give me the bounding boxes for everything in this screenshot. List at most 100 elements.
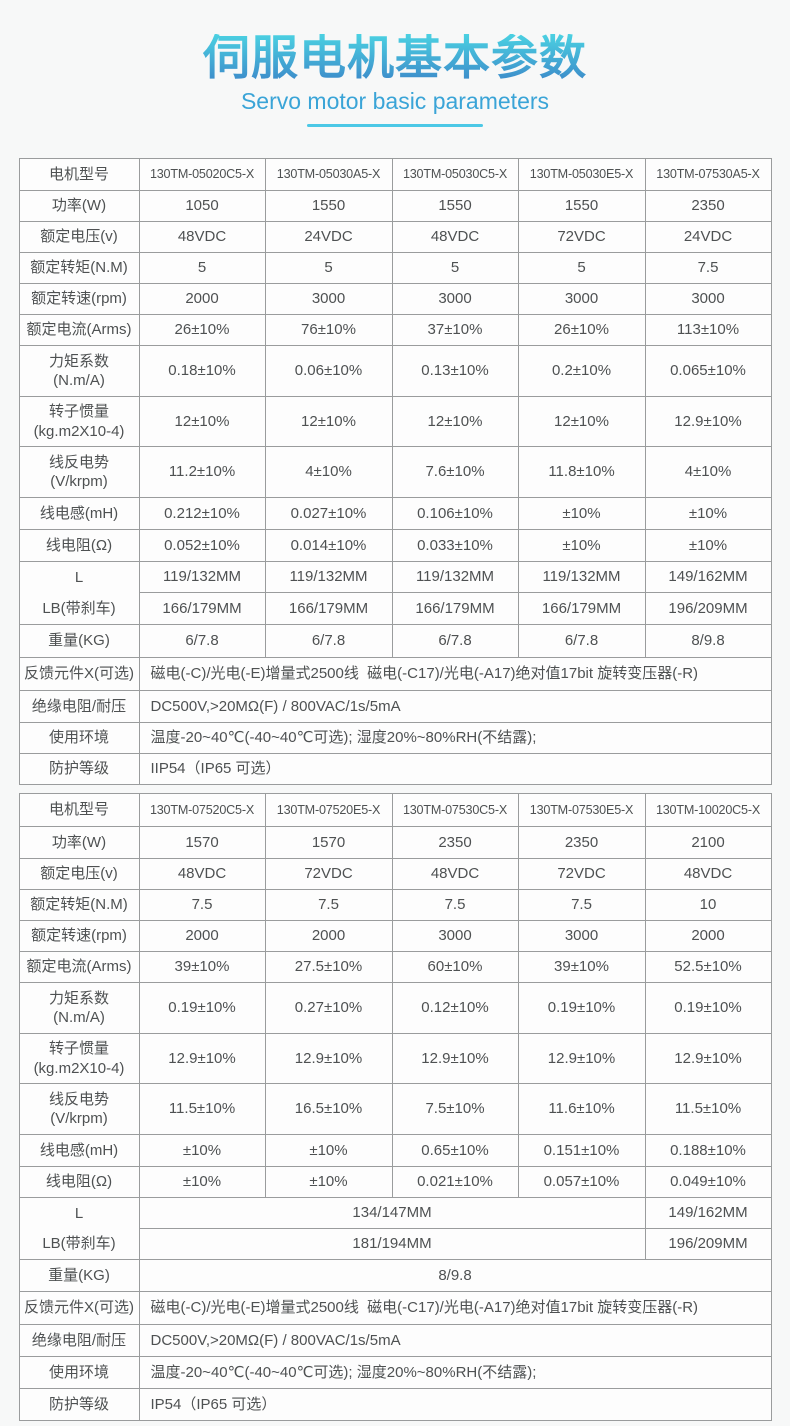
row-label: L LB(带刹车) xyxy=(18,561,140,625)
table-row: 力矩系数 (N.m/A) 0.19±10% 0.27±10% 0.12±10% 0.19±… xyxy=(18,982,772,1034)
spec-value: 0.151±10% xyxy=(517,1134,646,1167)
model-number: 130TM-07530A5-X xyxy=(644,158,772,191)
spec-value: 0.106±10% xyxy=(391,497,519,530)
spec-value: 12.9±10% xyxy=(644,1033,772,1084)
table-row: 绝缘电阻/耐压 DC500V,>20MΩ(F) / 800VAC/1s/5mA xyxy=(18,1324,772,1357)
spec-value: 60±10% xyxy=(391,951,519,983)
spec-value: ±10% xyxy=(644,529,772,562)
table-row: 额定转矩(N.M) 7.5 7.5 7.5 7.5 10 xyxy=(18,889,772,921)
spec-value: 113±10% xyxy=(644,314,772,346)
table-row: 反馈元件X(可选) 磁电(-C)/光电(-E)增量式2500线 磁电(-C17)/… xyxy=(18,657,772,691)
spec-value: IP54（IP65 可选） xyxy=(138,1388,772,1421)
spec-value: 0.12±10% xyxy=(391,982,519,1034)
table-row: 使用环境 温度-20~40℃(-40~40℃可选); 湿度20%~80%RH(不结… xyxy=(18,722,772,754)
row-label: 线电阻(Ω) xyxy=(18,1166,140,1198)
spec-value: 0.057±10% xyxy=(517,1166,646,1198)
spec-value: ±10% xyxy=(644,497,772,530)
table-row: 额定电流(Arms) 39±10% 27.5±10% 60±10% 39±10% 52.5… xyxy=(18,951,772,983)
spec-value: 24VDC xyxy=(644,221,772,253)
spec-value: 1550 xyxy=(391,190,519,222)
row-label: 防护等级 xyxy=(18,753,140,785)
spec-value: 8/9.8 xyxy=(138,1259,772,1292)
spec-value: 2100 xyxy=(644,826,772,859)
spec-value: 37±10% xyxy=(391,314,519,346)
spec-value: 48VDC xyxy=(391,858,519,890)
row-label: 额定电流(Arms) xyxy=(18,314,140,346)
model-number: 130TM-05030A5-X xyxy=(264,158,393,191)
spec-value: 48VDC xyxy=(391,221,519,253)
spec-value: 149/162MM xyxy=(644,561,772,593)
table-row: 防护等级 IIP54（IP65 可选） xyxy=(18,753,772,785)
table-row: 使用环境 温度-20~40℃(-40~40℃可选); 湿度20%~80%RH(不结… xyxy=(18,1356,772,1389)
spec-value: ±10% xyxy=(264,1134,393,1167)
row-label: 额定电压(v) xyxy=(18,858,140,890)
row-label: 额定转矩(N.M) xyxy=(18,252,140,284)
spec-table-2-body: 电机型号 130TM-07520C5-X 130TM-07520E5-X 130TM-… xyxy=(18,793,772,1421)
table-row: 线反电势 (V/krpm) 11.2±10% 4±10% 7.6±10% 11.8±10%… xyxy=(18,446,772,498)
spec-value: 0.065±10% xyxy=(644,345,772,397)
spec-value: 119/132MM xyxy=(264,561,393,593)
row-label: L xyxy=(74,568,84,586)
row-label: 重量(KG) xyxy=(18,1259,140,1292)
table-row: 转子惯量 (kg.m2X10-4) 12.9±10% 12.9±10% 12.9±10%… xyxy=(18,1033,772,1084)
table-row: 绝缘电阻/耐压 DC500V,>20MΩ(F) / 800VAC/1s/5mA xyxy=(18,690,772,723)
spec-value: 166/179MM xyxy=(138,592,266,625)
row-label: 额定转矩(N.M) xyxy=(18,889,140,921)
spec-value: 72VDC xyxy=(264,858,393,890)
spec-value: 26±10% xyxy=(517,314,646,346)
spec-value: 12±10% xyxy=(391,396,519,447)
spec-value: ±10% xyxy=(138,1134,266,1167)
spec-value: 6/7.8 xyxy=(138,624,266,658)
table-row: 额定转速(rpm) 2000 2000 3000 3000 2000 xyxy=(18,920,772,952)
spec-value: 3000 xyxy=(517,920,646,952)
spec-value: 2350 xyxy=(391,826,519,859)
spec-value: ±10% xyxy=(264,1166,393,1198)
spec-value: 12.9±10% xyxy=(644,396,772,447)
row-label: 绝缘电阻/耐压 xyxy=(18,690,140,723)
spec-table-1-body: 电机型号 130TM-05020C5-X 130TM-05030A5-X 130TM-… xyxy=(18,158,772,785)
row-label: 重量(KG) xyxy=(18,624,140,658)
row-label: 功率(W) xyxy=(18,190,140,222)
spec-value: 0.19±10% xyxy=(517,982,646,1034)
spec-value: 4±10% xyxy=(264,446,393,498)
spec-value: 0.19±10% xyxy=(138,982,266,1034)
spec-value: 5 xyxy=(264,252,393,284)
row-label: 线反电势 (V/krpm) xyxy=(18,1083,140,1135)
spec-value: 48VDC xyxy=(138,858,266,890)
spec-value: 8/9.8 xyxy=(644,624,772,658)
page-header: 伺服电机基本参数 Servo motor basic parameters xyxy=(0,0,790,127)
spec-value: 0.19±10% xyxy=(644,982,772,1034)
row-label: 使用环境 xyxy=(18,722,140,754)
spec-value: 166/179MM xyxy=(264,592,393,625)
table-row: 重量(KG) 8/9.8 xyxy=(18,1259,772,1292)
row-label: 力矩系数 (N.m/A) xyxy=(18,345,140,397)
row-label: 电机型号 xyxy=(18,793,140,827)
spec-value: 1550 xyxy=(264,190,393,222)
spec-value: 1050 xyxy=(138,190,266,222)
spec-value: 2000 xyxy=(138,920,266,952)
spec-value: 196/209MM xyxy=(644,1228,772,1260)
spec-value: 11.2±10% xyxy=(138,446,266,498)
spec-value: 5 xyxy=(391,252,519,284)
spec-value: 1570 xyxy=(138,826,266,859)
spec-value: 72VDC xyxy=(517,221,646,253)
spec-value: 181/194MM xyxy=(138,1228,646,1260)
spec-value: 7.5 xyxy=(391,889,519,921)
spec-value: 3000 xyxy=(517,283,646,315)
spec-value: 134/147MM xyxy=(138,1197,646,1229)
spec-value: 6/7.8 xyxy=(517,624,646,658)
model-number: 130TM-05030C5-X xyxy=(391,158,519,191)
spec-value: 72VDC xyxy=(517,858,646,890)
model-number: 130TM-07520C5-X xyxy=(138,793,266,827)
table-row: 线电感(mH) ±10% ±10% 0.65±10% 0.151±10% 0.188±10… xyxy=(18,1134,772,1167)
spec-value: 166/179MM xyxy=(517,592,646,625)
spec-value: 196/209MM xyxy=(644,592,772,625)
spec-value: 5 xyxy=(517,252,646,284)
spec-value: 0.049±10% xyxy=(644,1166,772,1198)
spec-value: 11.6±10% xyxy=(517,1083,646,1135)
spec-value: 119/132MM xyxy=(391,561,519,593)
spec-tables-container: 电机型号 130TM-05020C5-X 130TM-05030A5-X 130TM-… xyxy=(0,158,790,1421)
spec-value: 1550 xyxy=(517,190,646,222)
spec-value: 0.27±10% xyxy=(264,982,393,1034)
title-underline-decoration xyxy=(307,124,483,127)
